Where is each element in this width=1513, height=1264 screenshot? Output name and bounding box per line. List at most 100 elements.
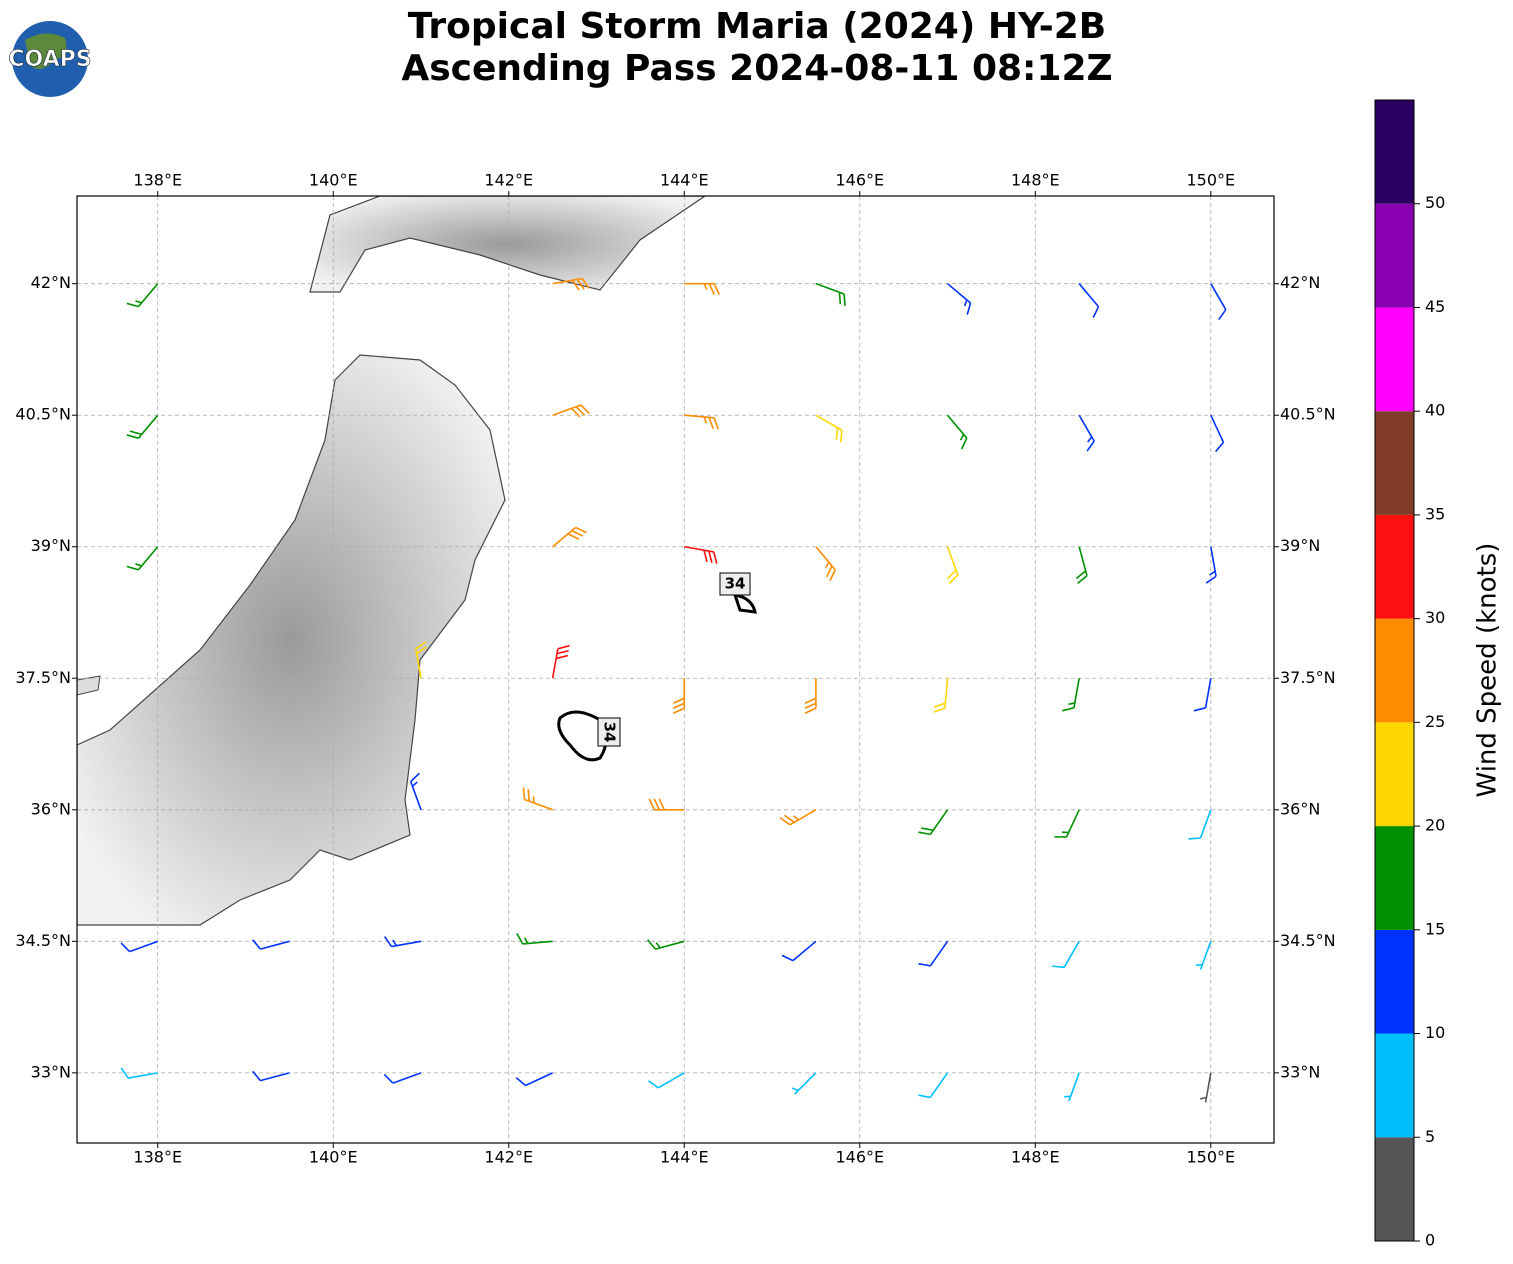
wind-barb [815,546,836,581]
y-tick-label: 42°N [1280,273,1320,292]
wind-barb [781,940,817,962]
y-tick-label: 40.5°N [1280,405,1336,424]
colorbar-tick-label: 35 [1425,504,1445,523]
wind-barb [791,1072,817,1095]
wind-barb [126,546,159,571]
wind-barb [383,1072,422,1084]
wind-barb [1062,678,1080,712]
colorbar-tick-label: 45 [1425,297,1445,316]
x-tick-label: 148°E [1011,1148,1060,1167]
colorbar-tick-label: 30 [1425,608,1445,627]
wind-barb [120,940,159,953]
x-tick-label: 144°E [660,1148,709,1167]
wind-barb [409,772,422,811]
logo: COAPS [8,21,92,97]
colorbar-frame [1374,99,1415,1242]
y-tick-label: 33°N [31,1062,71,1081]
y-tick-label: 36°N [1280,799,1320,818]
wind-barb [933,678,949,713]
chart-subtitle: Ascending Pass 2024-08-11 08:12Z [401,48,1112,89]
y-tick-label: 34.5°N [1280,931,1336,950]
contour-line [557,710,608,762]
land [77,196,707,926]
x-tick-label: 138°E [133,171,182,190]
y-tick-label: 37.5°N [15,668,71,687]
colorbar-segment [1375,514,1414,619]
wind-barb [1210,283,1227,320]
x-tick-label: 146°E [835,1148,884,1167]
colorbar-segment [1375,203,1414,308]
wind-barb [1078,414,1095,452]
y-tick-label: 34.5°N [15,931,71,950]
colorbar-segment [1375,1137,1414,1241]
wind-barb [1064,1072,1080,1102]
wind-barb [1052,940,1080,969]
colorbar-tick-label: 15 [1425,919,1445,938]
contour-label-box [719,572,751,596]
wind-barb [1193,678,1212,712]
wind-barb [946,546,959,584]
wind-barb [252,939,290,950]
contour-34: 34 34 [557,572,757,762]
colorbar-tick-label: 25 [1425,712,1445,731]
x-tick-label: 146°E [835,171,884,190]
wind-barb [415,641,428,679]
x-tick-label: 150°E [1186,171,1235,190]
contour-line [732,593,757,614]
colorbar-tick-label: 20 [1425,816,1445,835]
plot-frame [76,195,1275,1144]
wind-barb [126,414,159,439]
wind-barb [126,283,159,308]
wind-barb [815,282,846,307]
wind-barb [522,787,553,811]
wind-barb [946,414,968,450]
y-tick-label: 39°N [1280,536,1320,555]
wind-barb [918,1072,949,1099]
y-tick-label: 33°N [1280,1062,1320,1081]
wind-barb [918,940,949,967]
colorbar-tick-label: 40 [1425,401,1445,420]
contour-label: 34 [601,722,619,743]
colorbar-segment [1375,826,1414,930]
wind-barb [516,933,553,945]
wind-barb [648,798,685,811]
chart-title: Tropical Storm Maria (2024) HY-2B [408,6,1106,47]
wind-barb [515,1072,553,1087]
y-tick-label: 42°N [31,273,71,292]
honshu [77,354,506,926]
contour-label: 34 [725,575,746,593]
logo-land [25,33,67,69]
colorbar-label: Wind Speed (knots) [1473,543,1503,798]
wind-barb [552,277,590,291]
colorbar-segment [1375,929,1414,1034]
hokkaido [309,196,707,293]
colorbar-segment [1375,722,1414,827]
wind-barb [804,678,817,714]
wind-barb [672,678,686,714]
colorbar-segment [1375,411,1414,515]
island [77,675,101,696]
x-tick-label: 140°E [309,171,358,190]
wind-barb [779,809,817,826]
colorbar-segment [1375,307,1414,412]
x-tick-label: 138°E [133,1148,182,1167]
colorbar-tick-label: 5 [1425,1127,1435,1146]
wind-barb [1210,414,1225,453]
colorbar-tick-label: 50 [1425,193,1445,212]
x-tick-label: 150°E [1186,1148,1235,1167]
wind-barb [383,936,422,948]
x-tick-label: 148°E [1011,171,1060,190]
wind-barb [684,414,719,430]
x-tick-label: 144°E [660,171,709,190]
contour-label-box [597,717,621,747]
wind-barb [552,526,587,548]
wind-barb [648,1072,685,1089]
wind-barb [120,1067,158,1079]
wind-barb [1199,1072,1212,1103]
y-tick-label: 37.5°N [1280,668,1336,687]
wind-barb [684,545,718,564]
wind-barb [947,283,972,315]
x-tick-label: 142°E [484,171,533,190]
x-tick-label: 140°E [309,1148,358,1167]
